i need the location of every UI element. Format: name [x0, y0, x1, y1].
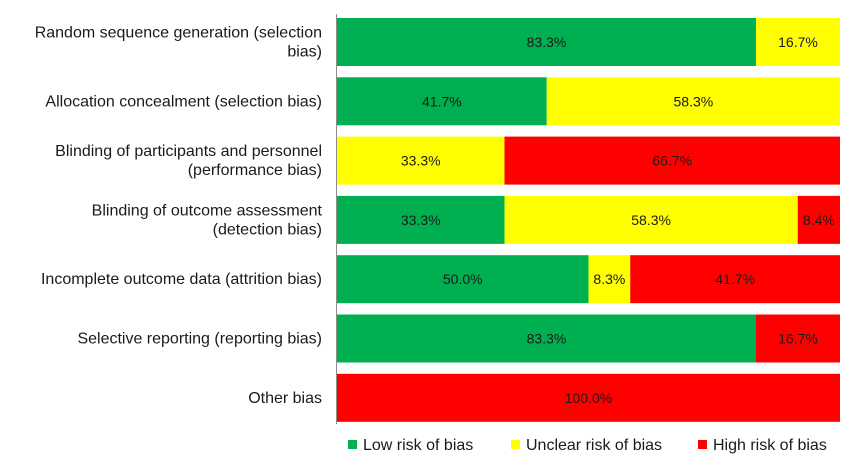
bar-value-label: 41.7%: [715, 271, 755, 287]
bar-value-label: 58.3%: [674, 93, 714, 109]
legend-label-unclear-risk-of-bias: Unclear risk of bias: [526, 437, 662, 454]
bar-segment-unclear-risk-of-bias: [337, 136, 505, 185]
category-label: Allocation concealment (selection bias): [45, 93, 322, 110]
bar-segment-high-risk-of-bias: [797, 195, 840, 244]
bar-value-label: 33.3%: [401, 212, 441, 228]
bar-value-label: 16.7%: [778, 34, 818, 50]
bar-segment-high-risk-of-bias: [755, 314, 840, 363]
bar-value-label: 100.0%: [565, 390, 612, 406]
category-label: Other bias: [248, 390, 322, 407]
legend-swatch-unclear-risk-of-bias: [511, 440, 520, 449]
category-label-line: Blinding of outcome assessment: [92, 202, 323, 219]
category-label-line: (performance bias): [188, 162, 322, 179]
legend-label-low-risk-of-bias: Low risk of bias: [363, 437, 473, 454]
bar-segment-high-risk-of-bias: [630, 255, 840, 304]
category-label-line: bias): [287, 44, 322, 61]
bar-value-label: 41.7%: [422, 93, 462, 109]
bar-segment-low-risk-of-bias: [337, 195, 505, 244]
bar-value-label: 83.3%: [527, 34, 567, 50]
bar-segment-unclear-risk-of-bias: [588, 255, 631, 304]
bar-segment-low-risk-of-bias: [337, 255, 589, 304]
bar-value-label: 83.3%: [527, 331, 567, 347]
bar-segment-unclear-risk-of-bias: [504, 195, 798, 244]
category-label: Blinding of participants and personnel (p…: [55, 143, 322, 179]
category-label: Selective reporting (reporting bias): [77, 331, 322, 348]
category-label-line: (detection bias): [213, 221, 322, 238]
bar-segment-low-risk-of-bias: [337, 18, 756, 66]
bar-segment-unclear-risk-of-bias: [546, 77, 840, 126]
category-label-line: Other bias: [248, 390, 322, 407]
category-label-line: Allocation concealment (selection bias): [45, 93, 322, 110]
category-label: Blinding of outcome assessment (detection…: [92, 202, 323, 238]
bar-segment-high-risk-of-bias: [337, 373, 840, 422]
legend-swatch-low-risk-of-bias: [348, 440, 357, 449]
category-label-line: Blinding of participants and personnel: [55, 143, 322, 160]
bar-value-label: 33.3%: [401, 153, 441, 169]
bar-value-label: 66.7%: [652, 153, 692, 169]
bar-segment-high-risk-of-bias: [504, 136, 840, 185]
bars: 83.3% 16.7% 41.7% 58.3% 33.3% 66.7% 33.3% 58.3%…: [337, 18, 840, 422]
bar-segment-low-risk-of-bias: [337, 77, 547, 126]
category-label-line: Incomplete outcome data (attrition bias): [41, 271, 322, 288]
category-label: Random sequence generation (selection bia…: [35, 25, 322, 61]
legend-swatch-high-risk-of-bias: [698, 440, 707, 449]
category-label: Incomplete outcome data (attrition bias): [41, 271, 322, 288]
bar-value-label: 8.3%: [593, 271, 625, 287]
category-label-line: Selective reporting (reporting bias): [77, 331, 322, 348]
category-label-line: Random sequence generation (selection: [35, 25, 322, 42]
bar-value-label: 8.4%: [803, 212, 835, 228]
bar-value-label: 50.0%: [443, 271, 483, 287]
legend-label-high-risk-of-bias: High risk of bias: [713, 437, 827, 454]
legend: Low risk of bias Unclear risk of bias High…: [348, 437, 827, 454]
category-labels: Random sequence generation (selection bia…: [35, 25, 323, 407]
bar-value-label: 58.3%: [631, 212, 671, 228]
bar-value-label: 16.7%: [778, 331, 818, 347]
bar-segment-low-risk-of-bias: [337, 314, 756, 363]
bar-segment-unclear-risk-of-bias: [755, 18, 840, 66]
